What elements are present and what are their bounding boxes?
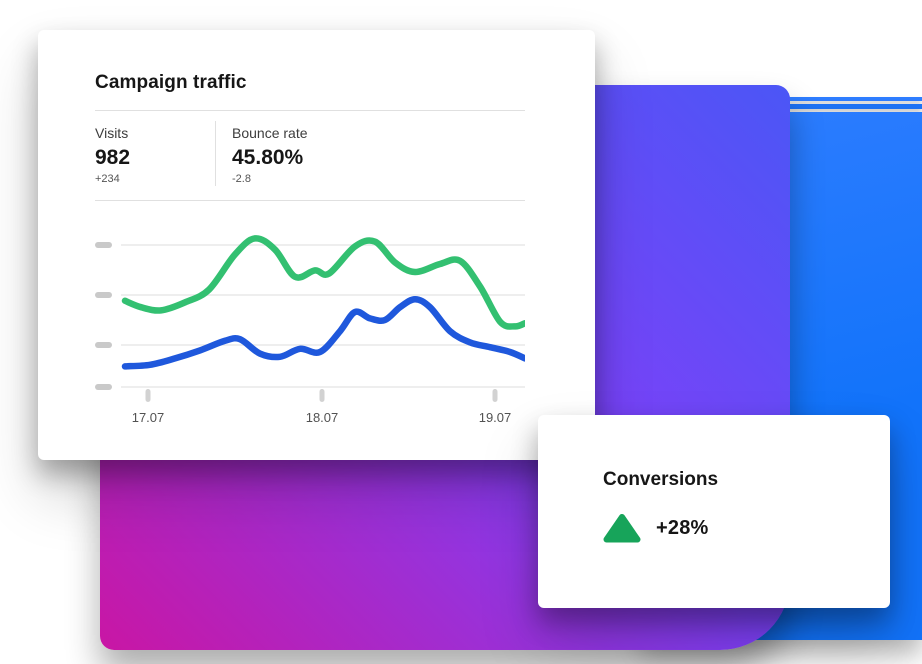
stat-value: 982 [95,146,131,169]
x-axis-tick [319,389,325,402]
traffic-line-chart: 17.07 18.07 19.07 [95,227,525,437]
x-axis-tick [145,389,151,402]
traffic-series-blue-line [121,295,525,370]
conversions-metric: +28% [603,513,890,543]
card-title: Campaign traffic [95,72,247,93]
chart-canvas [95,235,525,402]
triangle-up-icon [603,514,641,543]
stat-delta: -2.8 [232,173,251,185]
y-axis-tick [95,242,112,248]
conversions-card: Conversions +28% [538,415,890,608]
x-axis-label: 19.07 [478,410,512,425]
x-axis-tick [492,389,498,402]
x-axis-label: 17.07 [131,410,165,425]
x-axis-label: 18.07 [305,410,339,425]
card-title: Conversions [603,469,719,490]
stat-value: 45.80% [232,146,304,169]
y-axis-tick [95,384,112,390]
stat-bounce-rate: Bounce rate 45.80% -2.8 [215,121,525,186]
campaign-traffic-card: Campaign traffic Visits 982 +234 Bounce … [38,30,595,460]
conversions-value: +28% [656,516,709,539]
stacked-sheet-edge [768,97,922,101]
stats-row: Visits 982 +234 Bounce rate 45.80% -2.8 [95,111,525,201]
divider [95,110,525,111]
stat-visits: Visits 982 +234 [95,121,215,186]
stat-label: Bounce rate [232,125,308,141]
y-axis-tick [95,292,112,298]
stat-delta: +234 [95,173,120,185]
stat-label: Visits [95,125,129,141]
y-axis-tick [95,342,112,348]
traffic-series-green-line [121,235,525,330]
stacked-sheet-edge [750,104,922,109]
